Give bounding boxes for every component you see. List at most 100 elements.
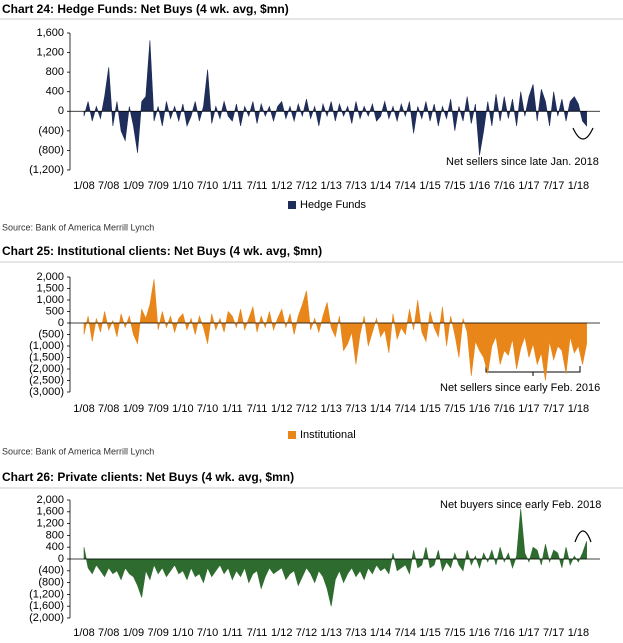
x-tick-label: 7/09 — [147, 180, 168, 192]
y-tick-label: 2,000 — [36, 494, 64, 506]
x-tick-label: 7/17 — [543, 627, 564, 639]
area — [83, 508, 587, 607]
y-tick-label: 400 — [46, 86, 64, 98]
annotation-bracket — [485, 366, 581, 376]
x-tick-label: 7/11 — [247, 180, 268, 192]
x-tick-label: 7/08 — [98, 627, 119, 639]
annotation: Net sellers since late Jan. 2018 — [446, 156, 599, 168]
y-tick-label: (2,000) — [29, 612, 64, 624]
x-tick-label: 7/14 — [395, 180, 416, 192]
x-tick-label: 7/17 — [543, 180, 564, 192]
x-tick-label: 7/08 — [98, 180, 119, 192]
x-tick-label: 1/12 — [271, 627, 292, 639]
chart-title: Chart 26: Private clients: Net Buys (4 w… — [2, 470, 294, 484]
y-tick-label: 1,500 — [36, 282, 64, 294]
x-tick-label: 1/10 — [172, 180, 193, 192]
x-tick-label: 1/08 — [73, 180, 94, 192]
y-tick-label: 800 — [46, 66, 64, 78]
x-tick-label: 7/09 — [147, 627, 168, 639]
x-tick-label: 7/14 — [395, 403, 416, 415]
y-tick-label: (1,200) — [29, 164, 64, 176]
x-tick-label: 1/16 — [469, 627, 490, 639]
y-tick-label: 0 — [58, 553, 64, 565]
x-tick-label: 1/11 — [222, 180, 243, 192]
annotation-arc — [574, 530, 592, 543]
x-tick-label: 1/14 — [370, 403, 391, 415]
x-tick-label: 1/12 — [271, 180, 292, 192]
x-tick-label: 1/17 — [518, 180, 539, 192]
source: Source: Bank of America Merrill Lynch — [2, 222, 154, 232]
y-tick-label: (400) — [38, 125, 64, 137]
x-tick-label: 7/10 — [197, 403, 218, 415]
x-tick-label: 7/16 — [494, 627, 515, 639]
y-tick-label: 800 — [46, 529, 64, 541]
y-tick-label: (500) — [38, 328, 64, 340]
x-tick-label: 7/15 — [444, 403, 465, 415]
x-tick-label: 1/14 — [370, 180, 391, 192]
x-tick-label: 1/09 — [123, 627, 144, 639]
annotation: Net sellers since early Feb. 2016 — [440, 382, 600, 394]
y-tick-label: (800) — [38, 577, 64, 589]
x-tick-label: 7/08 — [98, 403, 119, 415]
x-tick-label: 1/09 — [123, 403, 144, 415]
x-tick-label: 1/18 — [568, 403, 589, 415]
x-tick-label: 7/13 — [345, 627, 366, 639]
x-tick-label: 1/15 — [419, 627, 440, 639]
y-tick-label: (400) — [38, 565, 64, 577]
legend-label: Institutional — [300, 429, 356, 441]
x-tick-label: 7/10 — [197, 180, 218, 192]
x-tick-label: 1/17 — [518, 403, 539, 415]
x-tick-label: 1/16 — [469, 180, 490, 192]
legend-swatch — [288, 431, 296, 439]
chart-title: Chart 25: Institutional clients: Net Buy… — [2, 244, 322, 258]
x-tick-label: 7/12 — [296, 403, 317, 415]
y-tick-label: (1,200) — [29, 588, 64, 600]
x-tick-label: 1/11 — [222, 403, 243, 415]
y-tick-label: 400 — [46, 541, 64, 553]
y-tick-label: (1,000) — [29, 340, 64, 352]
x-tick-label: 1/08 — [73, 627, 94, 639]
x-tick-label: 7/11 — [247, 403, 268, 415]
x-tick-label: 7/11 — [247, 627, 268, 639]
x-tick-label: 1/15 — [419, 180, 440, 192]
y-tick-label: (2,000) — [29, 363, 64, 375]
y-tick-label: 1,200 — [36, 518, 64, 530]
x-tick-label: 7/14 — [395, 627, 416, 639]
x-tick-label: 7/12 — [296, 180, 317, 192]
y-tick-label: (800) — [38, 144, 64, 156]
area — [83, 40, 587, 156]
chart-title: Chart 24: Hedge Funds: Net Buys (4 wk. a… — [2, 2, 289, 16]
x-tick-label: 7/10 — [197, 627, 218, 639]
y-tick-label: 0 — [58, 317, 64, 329]
x-tick-label: 1/11 — [222, 627, 243, 639]
legend-swatch — [288, 201, 296, 209]
x-tick-label: 7/16 — [494, 403, 515, 415]
x-tick-label: 7/15 — [444, 180, 465, 192]
x-tick-label: 1/13 — [320, 627, 341, 639]
y-tick-label: (1,600) — [29, 600, 64, 612]
y-tick-label: 0 — [58, 105, 64, 117]
y-tick-label: 1,600 — [36, 506, 64, 518]
x-tick-label: 1/17 — [518, 627, 539, 639]
area — [83, 279, 587, 381]
y-tick-label: 1,000 — [36, 294, 64, 306]
x-tick-label: 7/12 — [296, 627, 317, 639]
x-tick-label: 1/14 — [370, 627, 391, 639]
x-tick-label: 1/18 — [568, 627, 589, 639]
source: Source: Bank of America Merrill Lynch — [2, 446, 154, 456]
x-tick-label: 1/10 — [172, 627, 193, 639]
x-tick-label: 7/15 — [444, 627, 465, 639]
x-tick-label: 7/09 — [147, 403, 168, 415]
x-tick-label: 1/13 — [320, 403, 341, 415]
y-tick-label: 2,000 — [36, 271, 64, 283]
y-tick-label: 500 — [46, 305, 64, 317]
y-tick-label: (1,500) — [29, 351, 64, 363]
y-tick-label: (2,500) — [29, 374, 64, 386]
x-tick-label: 1/08 — [73, 403, 94, 415]
x-tick-label: 7/13 — [345, 180, 366, 192]
x-tick-label: 1/18 — [568, 180, 589, 192]
annotation: Net buyers since early Feb. 2018 — [440, 499, 601, 511]
x-tick-label: 7/17 — [543, 403, 564, 415]
x-tick-label: 7/16 — [494, 180, 515, 192]
